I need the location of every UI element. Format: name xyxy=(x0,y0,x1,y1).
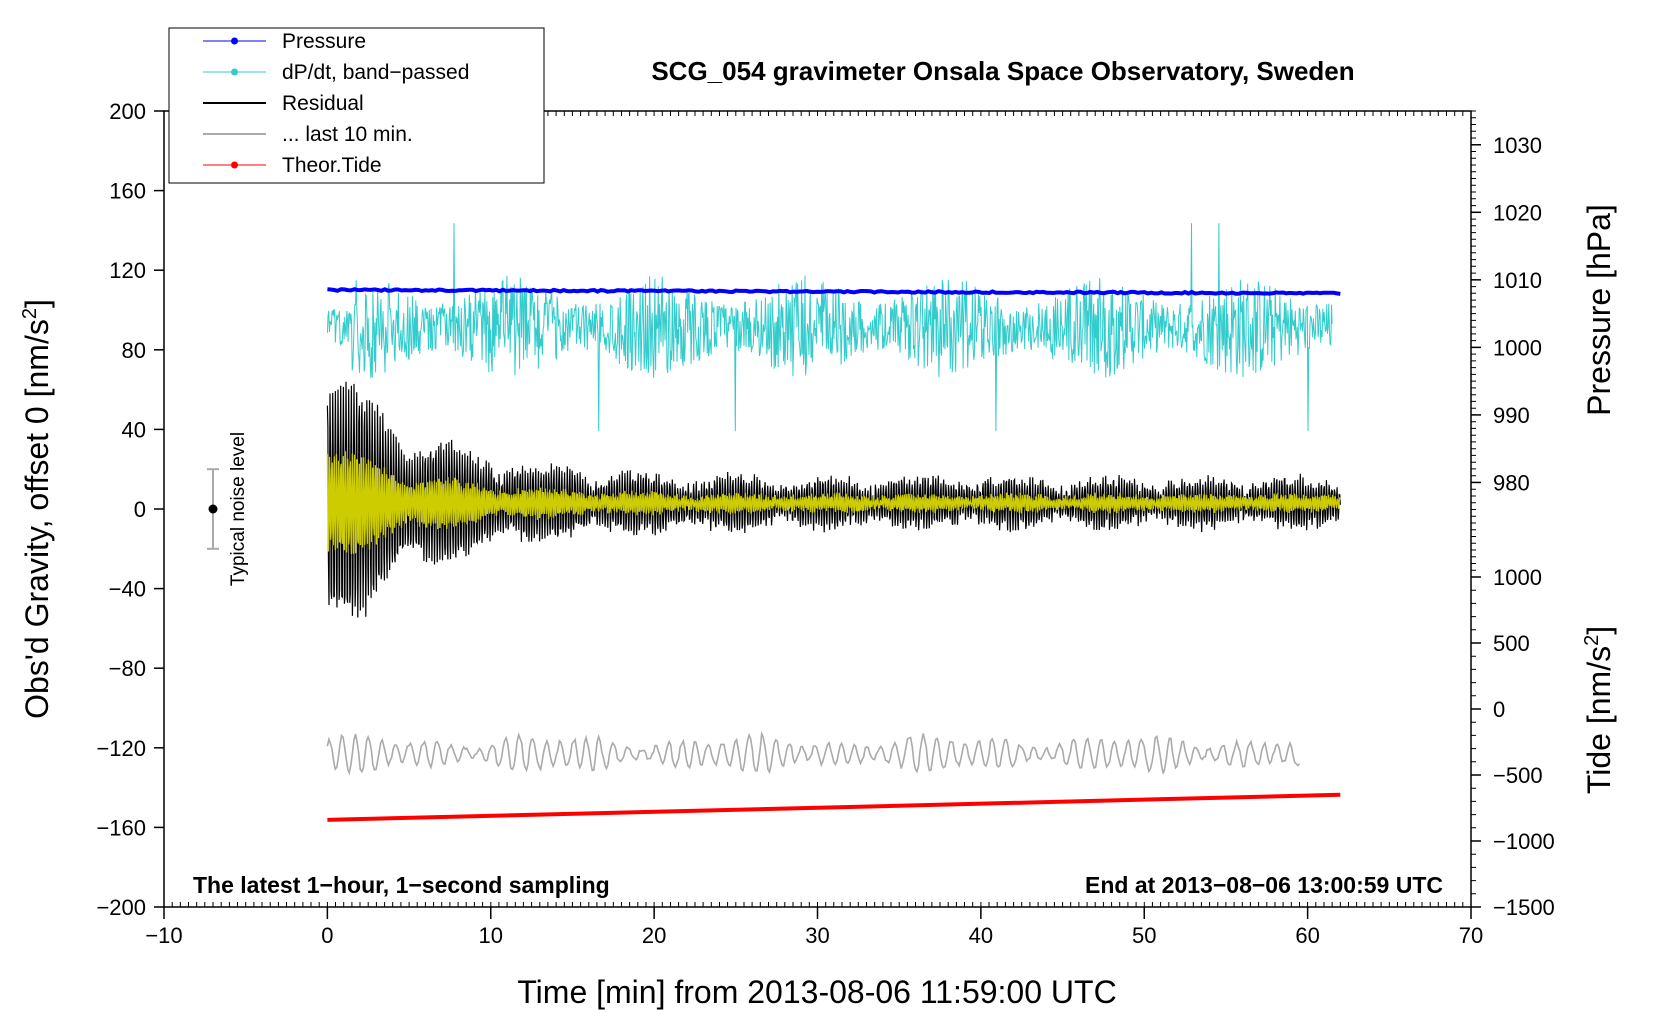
legend-entry-label: dP/dt, band−passed xyxy=(282,61,469,84)
series-residual-overlay xyxy=(326,451,1341,555)
tide-axis-title: Tide [nm/s2] xyxy=(1581,626,1617,794)
tide-tick-label: −500 xyxy=(1493,763,1543,788)
pressure-tick-label: 1030 xyxy=(1493,133,1542,158)
legend-swatch-dot xyxy=(231,68,238,76)
annotation-right: End at 2013−08−06 13:00:59 UTC xyxy=(1085,872,1443,898)
y-tick-label: −40 xyxy=(109,577,146,602)
tide-tick-label: 0 xyxy=(1493,697,1505,722)
legend-entry-label: Theor.Tide xyxy=(282,154,382,177)
pressure-tick-label: 1010 xyxy=(1493,268,1542,293)
pressure-tick-label: 1000 xyxy=(1493,335,1542,360)
pressure-tick-label: 990 xyxy=(1493,403,1530,428)
x-tick-label: 50 xyxy=(1132,923,1156,948)
y-axis-ticks: −200 −160 −120 −80 −40 0 40 80 120 160 200 xyxy=(96,99,164,920)
noise-center-dot xyxy=(208,504,218,514)
x-axis-ticks: −10 0 10 20 30 40 50 60 70 xyxy=(145,907,1483,948)
x-axis-title: Time [min] from 2013-08-06 11:59:00 UTC xyxy=(517,974,1116,1010)
y-tick-label: 40 xyxy=(122,417,146,442)
series-residual xyxy=(326,381,1341,618)
tide-tick-label: 1000 xyxy=(1493,565,1542,590)
annotation-left: The latest 1−hour, 1−second sampling xyxy=(193,872,610,898)
tide-axis-title-end: ] xyxy=(1581,626,1617,635)
y-tick-label: −200 xyxy=(96,895,146,920)
x-tick-label: 40 xyxy=(969,923,993,948)
x-tick-label: 0 xyxy=(321,923,333,948)
legend-entry-label: ... last 10 min. xyxy=(282,123,413,146)
y-tick-label: 120 xyxy=(109,258,146,283)
series-dpdt xyxy=(326,223,1333,432)
y-tick-label: −120 xyxy=(96,736,146,761)
legend-entry-label: Residual xyxy=(282,92,364,115)
pressure-tick-label: 1020 xyxy=(1493,200,1542,225)
x-tick-label: 60 xyxy=(1295,923,1319,948)
legend-swatch-dot xyxy=(231,161,238,169)
series-pressure xyxy=(327,287,1341,296)
series-theor-tide xyxy=(327,792,1341,822)
tide-tick-label: 500 xyxy=(1493,631,1530,656)
y-axis-title-main: Obs'd Gravity, offset 0 [nm/s xyxy=(19,319,55,719)
chart-title: SCG_054 gravimeter Onsala Space Observat… xyxy=(651,56,1354,86)
y-axis-title-sup: 2 xyxy=(19,308,41,319)
legend-box xyxy=(168,27,545,184)
y-tick-label: 80 xyxy=(122,338,146,363)
legend-entry-label: Pressure xyxy=(282,30,366,53)
tide-axis-title-main: Tide [nm/s xyxy=(1581,646,1617,794)
y-tick-label: −160 xyxy=(96,815,146,840)
noise-label: Typical noise level xyxy=(228,432,249,586)
x-tick-label: 10 xyxy=(479,923,503,948)
legend-swatch-dot xyxy=(231,37,238,45)
x-tick-label: −10 xyxy=(145,923,182,948)
y-tick-label: 200 xyxy=(109,99,146,124)
tide-axis-title-sup: 2 xyxy=(1581,635,1603,646)
tide-tick-label: −1000 xyxy=(1493,829,1555,854)
series-last-10-min xyxy=(326,730,1301,776)
y-axis-title-end: ] xyxy=(19,299,55,308)
tide-tick-label: −1500 xyxy=(1493,895,1555,920)
legend: Pressure dP/dt, band−passed Residual ... la… xyxy=(168,27,545,184)
pressure-tick-label: 980 xyxy=(1493,470,1530,495)
pressure-axis-title: Pressure [hPa] xyxy=(1581,204,1617,416)
y-axis-title: Obs'd Gravity, offset 0 [nm/s2] xyxy=(19,299,55,719)
series-layer xyxy=(326,223,1341,822)
tide-axis-ticks: −1500 −1000 −500 0 500 1000 xyxy=(1471,565,1555,920)
pressure-axis-ticks: 980 990 1000 1010 1020 1030 xyxy=(1471,133,1542,495)
y-tick-label: 160 xyxy=(109,179,146,204)
x-tick-label: 30 xyxy=(805,923,829,948)
x-tick-label: 20 xyxy=(642,923,666,948)
noise-level-indicator: Typical noise level xyxy=(207,432,249,586)
y-tick-label: −80 xyxy=(109,656,146,681)
y-tick-label: 0 xyxy=(134,497,146,522)
x-tick-label: 70 xyxy=(1459,923,1483,948)
